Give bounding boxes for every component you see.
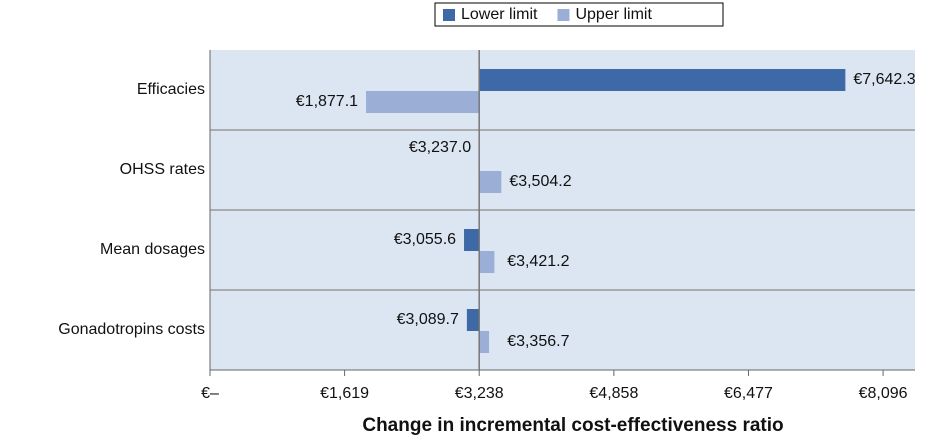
category-label: Mean dosages bbox=[100, 241, 205, 258]
legend-box bbox=[434, 2, 724, 27]
x-tick-label: €– bbox=[201, 385, 219, 402]
legend-swatch bbox=[557, 9, 570, 21]
bar bbox=[479, 251, 495, 273]
category-label: OHSS rates bbox=[120, 161, 205, 178]
data-label: €1,877.1 bbox=[296, 93, 358, 110]
legend-swatch bbox=[443, 9, 455, 21]
x-tick-label: €8,096 bbox=[859, 385, 908, 402]
bar bbox=[479, 331, 490, 353]
legend-label: Upper limit bbox=[575, 6, 652, 23]
x-tick-label: €6,477 bbox=[724, 385, 773, 402]
x-tick-label: €4,858 bbox=[589, 385, 638, 402]
data-label: €7,642.3 bbox=[853, 71, 915, 88]
x-axis-title: Change in incremental cost-effectiveness… bbox=[362, 415, 783, 436]
category-label: Efficacies bbox=[137, 81, 205, 98]
bar bbox=[479, 69, 846, 91]
data-label: €3,421.2 bbox=[507, 253, 569, 270]
bar bbox=[466, 309, 480, 331]
data-label: €3,504.2 bbox=[509, 173, 571, 190]
legend-label: Lower limit bbox=[461, 6, 538, 23]
data-label: €3,055.6 bbox=[394, 231, 456, 248]
x-tick-label: €1,619 bbox=[320, 385, 369, 402]
bar bbox=[464, 229, 480, 251]
data-label: €3,237.0 bbox=[409, 139, 471, 156]
data-label: €3,356.7 bbox=[507, 333, 569, 350]
category-label: Gonadotropins costs bbox=[58, 321, 205, 338]
data-label: €3,089.7 bbox=[397, 311, 459, 328]
bar bbox=[366, 91, 480, 113]
bar bbox=[479, 171, 502, 193]
x-tick-label: €3,238 bbox=[455, 385, 504, 402]
